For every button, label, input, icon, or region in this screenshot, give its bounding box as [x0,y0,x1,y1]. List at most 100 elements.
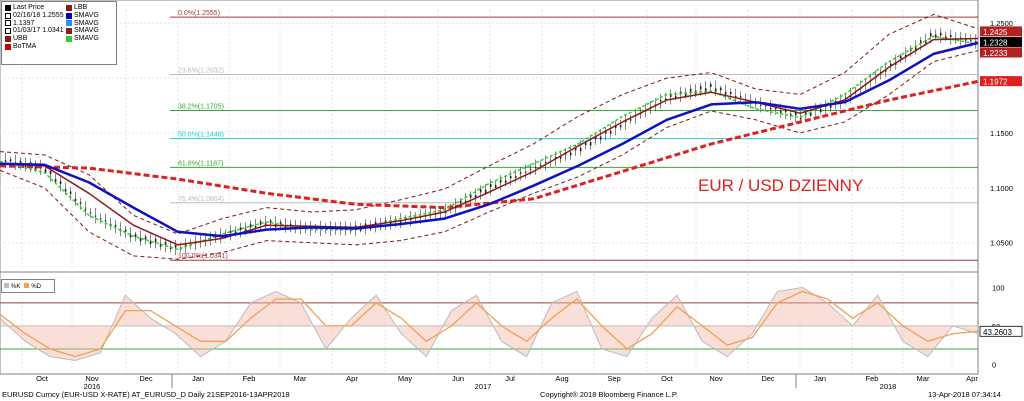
price-candle-body [234,231,237,234]
price-candle-body [459,200,462,204]
legend-swatch [66,12,72,19]
price-candle-body [934,34,937,38]
y-tick-label: 1.2500 [990,19,1013,28]
price-candle-body [614,125,617,128]
price-tag-box [980,47,1022,58]
legend-entry: 1.1397 [5,20,64,28]
price-candle-body [54,179,57,183]
price-candle-body [769,107,772,110]
price-candle-body [144,236,147,240]
fib-level-label: 0.0%(1.2555) [178,10,220,17]
price-candle-body [59,181,62,185]
fib-level-label: 100.0%(1.0341) [178,253,228,260]
price-candle-body [559,156,562,159]
price-candle-body [89,212,92,214]
price-candle-body [34,166,37,170]
price-candle-body [479,189,482,193]
price-candle-body [819,108,822,113]
legend-left-column: Last Price 02/16/18 1.2555 1.1397 01/03/17 … [5,4,64,51]
price-tag-box [980,37,1022,48]
price-candle-body [114,224,117,227]
oscillator-tick-label: 100 [992,284,1005,293]
price-candle-body [244,228,247,232]
price-candle-body [9,159,12,162]
price-candle-body [719,87,722,91]
price-candle-body [289,223,292,226]
legend-swatch [5,20,11,27]
x-tick-label: Jan [192,374,204,383]
x-tick-label: Oct [661,374,674,383]
oscillator-d-line [0,290,979,358]
price-candle-body [519,172,522,174]
x-tick-label: Dec [761,374,775,383]
x-tick-label: Nov [709,374,723,383]
x-tick-label: Apr [346,374,358,383]
price-candle-body [929,33,932,37]
price-candle-body [944,36,947,39]
price-candle-body [69,191,72,194]
fib-level-label: 61.8%(1.1187) [178,160,223,167]
legend-entry: SMAVG [66,20,99,28]
price-tag-label: 1.2328 [983,39,1008,48]
price-candle-body [704,88,707,92]
lower-bollinger-band [0,50,979,260]
price-candle-body [529,168,532,170]
price-candle-body [624,120,627,123]
legend-label: SMAVG [74,35,99,43]
price-candle-body [609,130,612,134]
price-candle-body [974,41,977,43]
x-tick-label: Jul [505,374,515,383]
year-label: 2016 [84,382,101,391]
price-candle-body [474,195,477,199]
price-candle-body [964,39,967,41]
price-candle-body [509,176,512,179]
price-candle-body [374,221,377,226]
x-tick-label: Oct [36,374,49,383]
price-candle-body [44,169,47,173]
price-candle-body [589,142,592,146]
oscillator-panel-frame [0,271,979,375]
x-tick-label: Jan [814,374,826,383]
price-candle-body [664,98,667,101]
k-legend: %K [4,282,20,290]
price-candle-body [939,32,942,36]
price-candle-body [599,136,602,140]
upper-bollinger-band [0,13,979,235]
price-tag-label: 1.1972 [983,78,1008,87]
price-candle-body [739,96,742,98]
year-label: 2017 [475,382,492,391]
legend-label: UBB [13,35,28,43]
price-candle-body [919,40,922,44]
x-tick-label: Feb [866,374,879,383]
price-tag-box [980,76,1022,87]
fib-level-label: 38.2%(1.1705) [178,103,224,110]
price-candle-body [674,95,677,99]
price-candle-body [784,109,787,113]
legend-entry: BoTMA [5,43,64,51]
legend-swatch [5,43,11,50]
legend-label: SMAVG [74,11,99,19]
price-candle-body [229,230,232,233]
legend-label: Last Price [13,4,45,11]
price-candle-body [494,184,497,188]
price-candle-body [534,167,537,169]
price-candle-body [84,208,87,210]
main-panel-frame [0,0,979,273]
price-candle-body [584,141,587,146]
price-candle-body [124,229,127,232]
x-tick-label: Aug [555,374,568,383]
price-candle-body [804,111,807,115]
price-candle-body [484,189,487,193]
price-candle-body [104,220,107,222]
red-moving-average-line [0,37,979,246]
price-candle-body [619,125,622,128]
price-candle-body [514,175,517,178]
x-tick-label: May [398,374,412,383]
price-candle-body [254,226,257,230]
legend-label: 1.1397 [13,19,35,27]
price-candle-body [259,221,262,225]
legend-swatch [5,12,11,19]
price-candle-body [404,217,407,220]
